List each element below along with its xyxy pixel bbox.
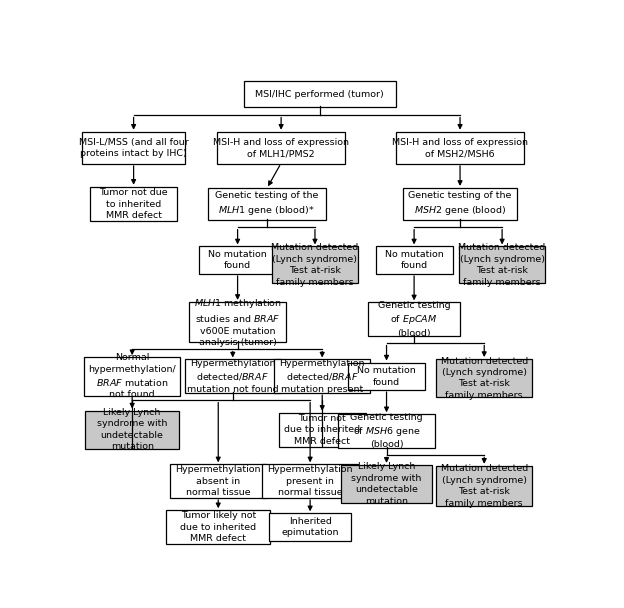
FancyBboxPatch shape — [341, 465, 432, 503]
FancyBboxPatch shape — [274, 359, 370, 393]
FancyBboxPatch shape — [376, 246, 452, 274]
FancyBboxPatch shape — [459, 246, 545, 283]
FancyBboxPatch shape — [271, 246, 358, 283]
FancyBboxPatch shape — [262, 465, 358, 498]
Text: MSI-H and loss of expression
of MLH1/PMS2: MSI-H and loss of expression of MLH1/PMS… — [213, 137, 349, 158]
FancyBboxPatch shape — [396, 132, 524, 164]
Text: Hypermethylation
present in
normal tissue: Hypermethylation present in normal tissu… — [267, 465, 353, 497]
Text: Hypermethylation
detected/$\it{BRAF}$
mutation not found: Hypermethylation detected/$\it{BRAF}$ mu… — [187, 359, 278, 393]
FancyBboxPatch shape — [190, 302, 286, 342]
FancyBboxPatch shape — [404, 188, 517, 220]
Text: Likely Lynch
syndrome with
undetectable
mutation: Likely Lynch syndrome with undetectable … — [351, 462, 422, 506]
Text: Mutation detected
(Lynch syndrome)
Test at-risk
family members: Mutation detected (Lynch syndrome) Test … — [459, 243, 546, 286]
FancyBboxPatch shape — [436, 466, 532, 506]
FancyBboxPatch shape — [90, 187, 177, 221]
FancyBboxPatch shape — [170, 465, 266, 498]
Text: No mutation
found: No mutation found — [385, 250, 444, 271]
Text: Tumor likely not
due to inherited
MMR defect: Tumor likely not due to inherited MMR de… — [180, 511, 256, 543]
Text: $\it{MLH1}$ methylation
studies and $\it{BRAF}$
v600E mutation
analysis (tumor): $\it{MLH1}$ methylation studies and $\it… — [193, 297, 281, 347]
FancyBboxPatch shape — [167, 510, 270, 544]
Text: Hypermethylation
absent in
normal tissue: Hypermethylation absent in normal tissue — [175, 465, 261, 497]
FancyBboxPatch shape — [185, 359, 281, 393]
FancyBboxPatch shape — [244, 81, 396, 107]
Text: Genetic testing of the
$\it{MSH2}$ gene (blood): Genetic testing of the $\it{MSH2}$ gene … — [408, 192, 512, 216]
Text: MSI/IHC performed (tumor): MSI/IHC performed (tumor) — [255, 89, 384, 98]
Text: Genetic testing
of $\it{EpCAM}$
(blood): Genetic testing of $\it{EpCAM}$ (blood) — [378, 301, 451, 337]
FancyBboxPatch shape — [208, 188, 326, 220]
Text: Genetic testing
of $\it{MSH6}$ gene
(blood): Genetic testing of $\it{MSH6}$ gene (blo… — [350, 413, 423, 449]
FancyBboxPatch shape — [85, 410, 179, 449]
Text: Tumor not due
to inherited
MMR defect: Tumor not due to inherited MMR defect — [99, 188, 168, 220]
FancyBboxPatch shape — [199, 246, 276, 274]
Text: MSI-H and loss of expression
of MSH2/MSH6: MSI-H and loss of expression of MSH2/MSH… — [392, 137, 528, 158]
FancyBboxPatch shape — [82, 132, 185, 164]
FancyBboxPatch shape — [270, 513, 351, 541]
FancyBboxPatch shape — [84, 357, 180, 396]
FancyBboxPatch shape — [217, 132, 345, 164]
FancyBboxPatch shape — [338, 414, 435, 448]
FancyBboxPatch shape — [279, 413, 366, 446]
Text: No mutation
found: No mutation found — [208, 250, 267, 271]
Text: Inherited
epimutation: Inherited epimutation — [281, 517, 339, 537]
FancyBboxPatch shape — [368, 302, 460, 336]
Text: Hypermethylation
detected/$\it{BRAF}$
mutation present: Hypermethylation detected/$\it{BRAF}$ mu… — [280, 359, 365, 393]
Text: Mutation detected
(Lynch syndrome)
Test at-risk
family members: Mutation detected (Lynch syndrome) Test … — [441, 464, 528, 508]
Text: Tumor not
due to inherited
MMR defect: Tumor not due to inherited MMR defect — [284, 414, 360, 446]
Text: Mutation detected
(Lynch syndrome)
Test at-risk
family members: Mutation detected (Lynch syndrome) Test … — [441, 356, 528, 400]
FancyBboxPatch shape — [436, 359, 532, 398]
Text: Normal
hypermethylation/
$\it{BRAF}$ mutation
not found: Normal hypermethylation/ $\it{BRAF}$ mut… — [88, 353, 176, 399]
Text: No mutation
found: No mutation found — [357, 366, 416, 387]
FancyBboxPatch shape — [348, 362, 425, 390]
Text: Mutation detected
(Lynch syndrome)
Test at-risk
family members: Mutation detected (Lynch syndrome) Test … — [271, 243, 359, 286]
Text: Likely Lynch
syndrome with
undetectable
mutation: Likely Lynch syndrome with undetectable … — [97, 408, 167, 451]
Text: Genetic testing of the
$\it{MLH1}$ gene (blood)*: Genetic testing of the $\it{MLH1}$ gene … — [215, 192, 318, 216]
Text: MSI-L/MSS (and all four
proteins intact by IHC): MSI-L/MSS (and all four proteins intact … — [79, 137, 188, 158]
